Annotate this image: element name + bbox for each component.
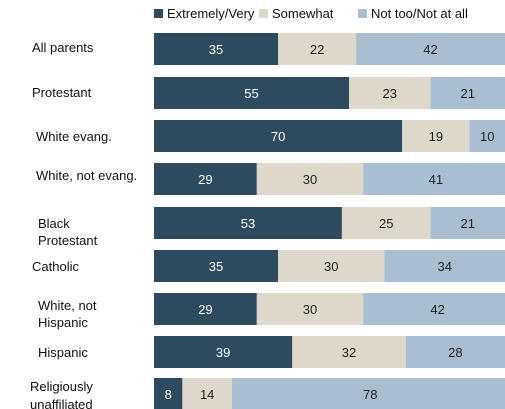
category-label: Protestant	[38, 233, 98, 248]
bar-segment	[154, 33, 279, 65]
bar-segment	[256, 293, 364, 325]
data-label: 14	[200, 387, 214, 402]
bar-segment	[154, 120, 403, 152]
category-labels: All parents Protestant White evang. White, …	[30, 40, 137, 409]
bar-segment	[154, 378, 183, 409]
bar-segment	[278, 33, 357, 65]
data-label: 29	[198, 302, 212, 317]
bar-segment	[154, 336, 293, 368]
bar-segment	[154, 163, 257, 195]
category-label: Hispanic	[38, 315, 88, 330]
data-label: 21	[461, 86, 475, 101]
category-label: Protestant	[32, 85, 92, 100]
category-label: All parents	[32, 40, 94, 55]
data-label: 25	[379, 216, 393, 231]
bar-segment	[154, 293, 257, 325]
bars: 35 22 42 55 23 21 70 19 10 29 30 41 53 25 21 35 30 34 29 30…	[154, 33, 505, 409]
data-label: 41	[429, 172, 443, 187]
data-label: 34	[437, 259, 451, 274]
data-label: 35	[209, 42, 223, 57]
category-label: Black	[38, 216, 70, 231]
legend-label-2: Not too/Not at all	[371, 6, 468, 21]
data-label: 10	[480, 129, 494, 144]
data-label: 42	[423, 42, 437, 57]
data-label: 21	[461, 216, 475, 231]
bar-segment	[341, 207, 431, 239]
bar-segment	[154, 207, 342, 239]
category-label: White evang.	[36, 129, 112, 144]
category-label: Catholic	[32, 259, 79, 274]
bar-segment	[349, 77, 431, 109]
bar-segment	[356, 33, 505, 65]
bar-segment	[363, 293, 505, 325]
data-label: 19	[429, 129, 443, 144]
category-label: White, not evang.	[36, 168, 137, 183]
category-label: Hispanic	[38, 345, 88, 360]
data-label: 42	[430, 302, 444, 317]
data-label: 39	[216, 345, 230, 360]
legend: Extremely/Very Somewhat Not too/Not at all	[154, 6, 468, 21]
data-label: 8	[165, 387, 172, 402]
data-label: 55	[244, 86, 258, 101]
bar-segment	[469, 120, 505, 152]
legend-label-1: Somewhat	[272, 6, 334, 21]
data-label: 23	[383, 86, 397, 101]
data-label: 70	[271, 129, 285, 144]
data-label: 35	[209, 259, 223, 274]
bar-segment	[402, 120, 470, 152]
legend-swatch-0	[154, 9, 163, 18]
bar-segment	[292, 336, 406, 368]
bar-segment	[430, 207, 505, 239]
data-label: 28	[448, 345, 462, 360]
bar-segment	[154, 250, 279, 282]
bar-segment	[384, 250, 505, 282]
legend-swatch-1	[259, 9, 268, 18]
data-label: 22	[310, 42, 324, 57]
data-label: 30	[303, 302, 317, 317]
bar-segment	[232, 378, 505, 409]
bar-segment	[405, 336, 505, 368]
bar-segment	[278, 250, 385, 282]
bar-segment	[430, 77, 505, 109]
bar-segment	[182, 378, 232, 409]
category-label: White, not	[38, 298, 97, 313]
bar-segment	[363, 163, 505, 195]
category-label: unaffiliated	[30, 397, 93, 409]
data-label: 30	[303, 172, 317, 187]
data-label: 53	[241, 216, 255, 231]
data-label: 30	[324, 259, 338, 274]
data-label: 32	[342, 345, 356, 360]
data-label: 29	[198, 172, 212, 187]
bar-segment	[256, 163, 364, 195]
legend-swatch-2	[358, 9, 367, 18]
data-label: 78	[363, 387, 377, 402]
bar-segment	[154, 77, 349, 109]
category-label: Religiously	[30, 379, 93, 394]
legend-label-0: Extremely/Very	[167, 6, 255, 21]
